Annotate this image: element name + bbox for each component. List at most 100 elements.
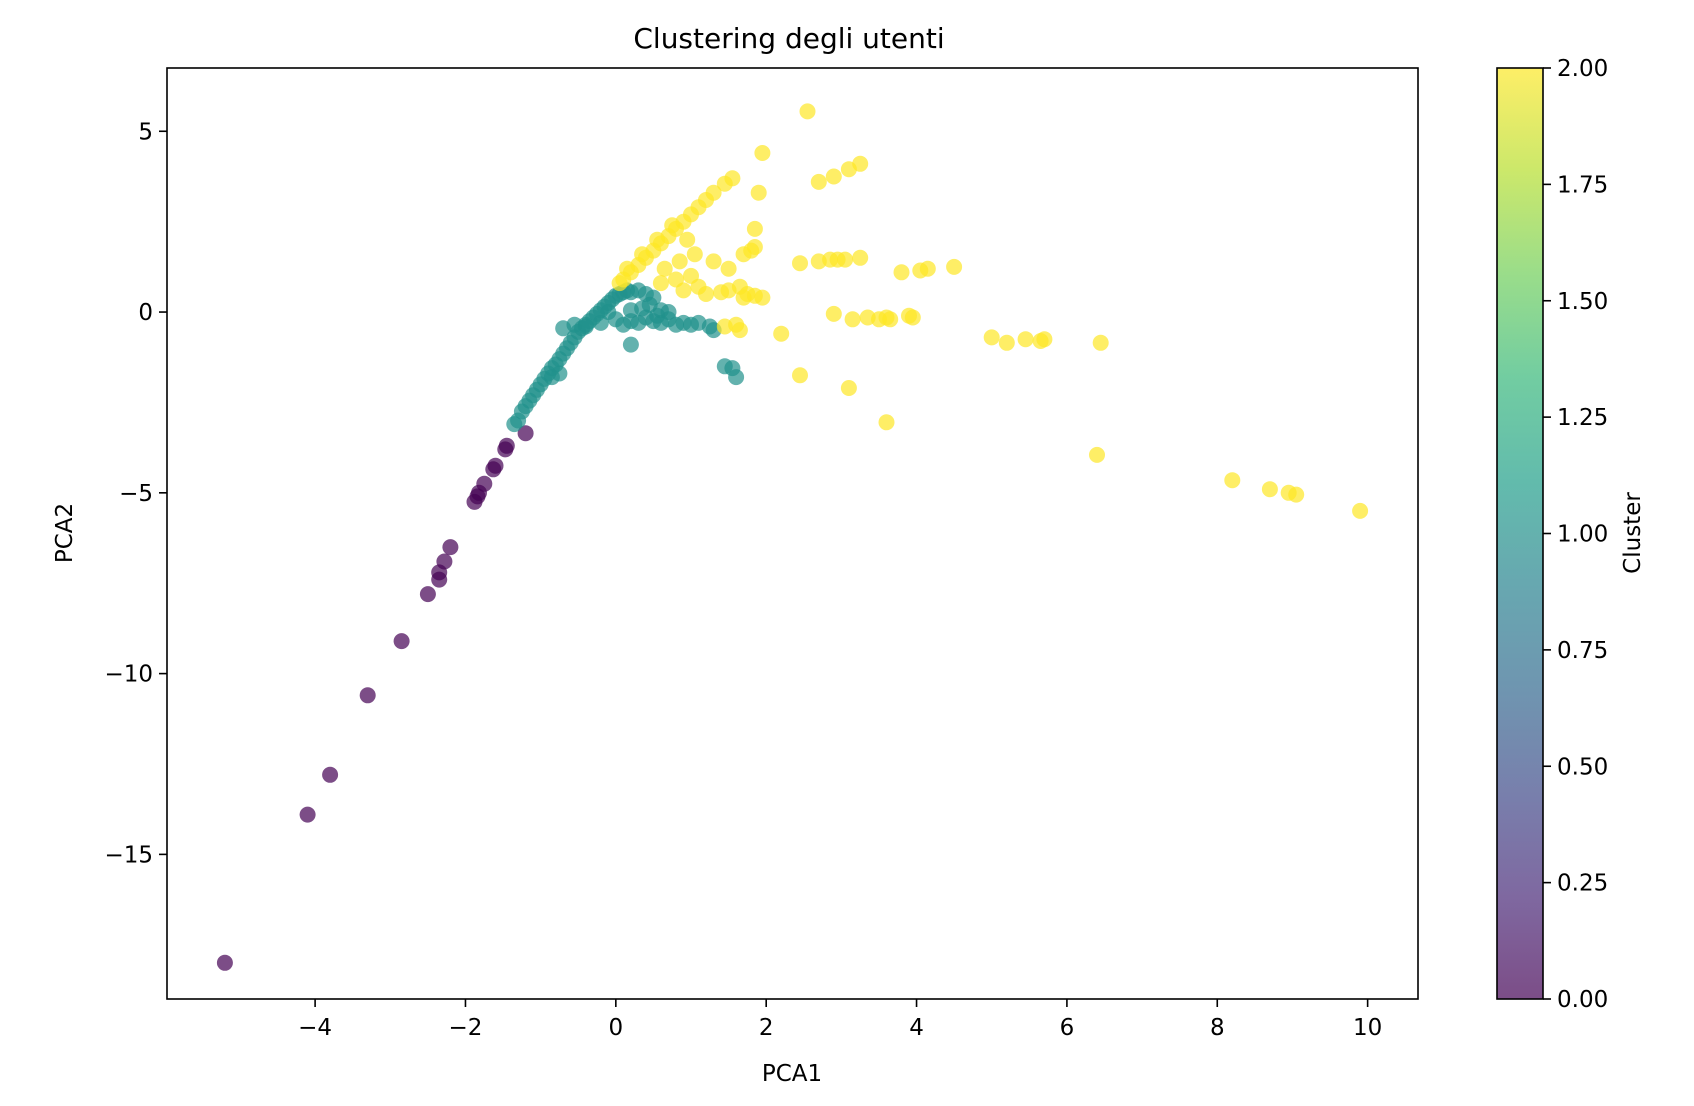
data-point-cluster-1 xyxy=(551,365,568,382)
data-point-cluster-2 xyxy=(754,289,771,306)
chart-title: Clustering degli utenti xyxy=(633,22,944,55)
y-tick-label: 0 xyxy=(138,300,153,326)
colorbar-tick-label: 1.50 xyxy=(1557,289,1608,315)
data-point-cluster-2 xyxy=(919,260,936,277)
x-tick-label: 0 xyxy=(609,1015,624,1041)
data-point-cluster-0 xyxy=(476,475,493,492)
data-point-cluster-2 xyxy=(1352,502,1369,519)
data-point-cluster-2 xyxy=(1261,481,1278,498)
colorbar-tick-label: 1.75 xyxy=(1557,172,1608,198)
data-point-cluster-2 xyxy=(825,305,842,322)
data-point-cluster-0 xyxy=(442,539,459,556)
colorbar-tick-label: 0.00 xyxy=(1557,987,1608,1013)
data-point-cluster-2 xyxy=(634,246,651,263)
y-axis: 5 0 −5 −10 −15 xyxy=(104,119,167,868)
data-point-cluster-2 xyxy=(792,367,808,384)
colorbar-tick-label: 0.50 xyxy=(1557,754,1608,780)
data-point-cluster-1 xyxy=(600,304,617,320)
data-point-cluster-2 xyxy=(983,329,1000,346)
data-point-cluster-0 xyxy=(436,553,453,570)
data-point-cluster-2 xyxy=(679,231,696,248)
data-point-cluster-1 xyxy=(728,369,745,386)
data-point-cluster-0 xyxy=(299,806,316,823)
x-tick-label: 8 xyxy=(1210,1015,1225,1041)
data-point-cluster-2 xyxy=(792,255,808,272)
data-point-cluster-0 xyxy=(419,586,436,603)
data-point-cluster-2 xyxy=(904,309,921,326)
data-point-cluster-2 xyxy=(731,322,748,339)
x-axis: −4 −2 0 2 4 6 8 10 xyxy=(298,999,1382,1041)
colorbar-tick-label: 1.00 xyxy=(1557,522,1608,548)
colorbar-tick-label: 0.25 xyxy=(1557,871,1608,897)
data-point-cluster-0 xyxy=(322,766,339,783)
y-tick-label: −15 xyxy=(104,842,153,868)
data-point-cluster-2 xyxy=(878,414,895,431)
data-point-cluster-2 xyxy=(882,311,899,328)
data-point-cluster-2 xyxy=(1224,472,1241,489)
data-point-cluster-2 xyxy=(810,173,827,190)
data-point-cluster-2 xyxy=(686,246,703,263)
data-point-cluster-0 xyxy=(517,425,534,442)
colorbar-tick-label: 1.25 xyxy=(1557,405,1608,431)
y-tick-label: 5 xyxy=(138,119,153,145)
x-tick-label: 6 xyxy=(1060,1015,1075,1041)
data-point-cluster-2 xyxy=(735,246,752,263)
x-tick-label: −4 xyxy=(298,1015,332,1041)
data-point-cluster-2 xyxy=(649,231,666,248)
data-point-cluster-1 xyxy=(577,318,594,335)
data-point-cluster-2 xyxy=(1017,331,1034,348)
data-point-cluster-0 xyxy=(216,954,233,971)
x-tick-label: 2 xyxy=(759,1015,774,1041)
x-tick-label: 4 xyxy=(909,1015,924,1041)
data-point-cluster-2 xyxy=(619,260,636,277)
data-point-cluster-2 xyxy=(773,325,790,342)
data-point-cluster-2 xyxy=(837,251,854,268)
data-point-cluster-2 xyxy=(840,380,857,396)
data-point-cluster-2 xyxy=(840,161,857,178)
data-point-cluster-2 xyxy=(656,260,673,277)
data-point-cluster-2 xyxy=(652,275,669,292)
colorbar-tick-label: 0.75 xyxy=(1557,638,1608,664)
colorbar-label: Cluster xyxy=(1620,492,1646,574)
data-point-cluster-2 xyxy=(825,168,842,185)
data-point-cluster-2 xyxy=(705,253,722,270)
data-point-cluster-0 xyxy=(498,437,515,454)
x-tick-label: 10 xyxy=(1353,1015,1382,1041)
data-point-cluster-2 xyxy=(1288,486,1305,503)
data-point-cluster-1 xyxy=(660,304,677,320)
data-point-cluster-2 xyxy=(799,103,816,120)
data-point-cluster-0 xyxy=(487,457,504,474)
data-point-cluster-2 xyxy=(754,145,771,161)
data-point-cluster-2 xyxy=(946,258,963,275)
data-point-cluster-2 xyxy=(698,286,714,302)
data-point-cluster-0 xyxy=(359,687,376,704)
data-point-cluster-2 xyxy=(735,289,752,306)
data-point-cluster-2 xyxy=(998,334,1015,351)
data-point-cluster-2 xyxy=(1092,334,1109,351)
data-point-cluster-2 xyxy=(1036,331,1053,348)
data-point-cluster-2 xyxy=(675,282,692,299)
data-point-cluster-2 xyxy=(893,264,910,281)
data-point-cluster-2 xyxy=(746,220,763,237)
y-tick-label: −10 xyxy=(104,662,153,688)
colorbar xyxy=(1496,67,1544,1000)
y-axis-label: PCA2 xyxy=(52,503,78,563)
data-point-cluster-2 xyxy=(852,249,869,266)
x-tick-label: −2 xyxy=(449,1015,483,1041)
colorbar-ticks: 0.00 0.25 0.50 0.75 1.00 1.25 1.50 1.75 2.00 xyxy=(1543,56,1608,1013)
data-point-cluster-2 xyxy=(716,175,733,192)
data-point-cluster-2 xyxy=(611,275,628,292)
plot-frame xyxy=(166,67,1419,1000)
data-point-cluster-2 xyxy=(664,217,681,234)
data-point-cluster-1 xyxy=(622,336,639,353)
data-point-cluster-2 xyxy=(844,311,861,328)
data-point-cluster-2 xyxy=(720,260,737,277)
y-tick-label: −5 xyxy=(119,481,153,507)
x-axis-label: PCA1 xyxy=(762,1061,822,1087)
data-point-cluster-0 xyxy=(393,633,410,650)
data-point-cluster-2 xyxy=(671,253,688,270)
data-point-cluster-2 xyxy=(1089,446,1105,463)
data-point-cluster-2 xyxy=(750,184,767,201)
